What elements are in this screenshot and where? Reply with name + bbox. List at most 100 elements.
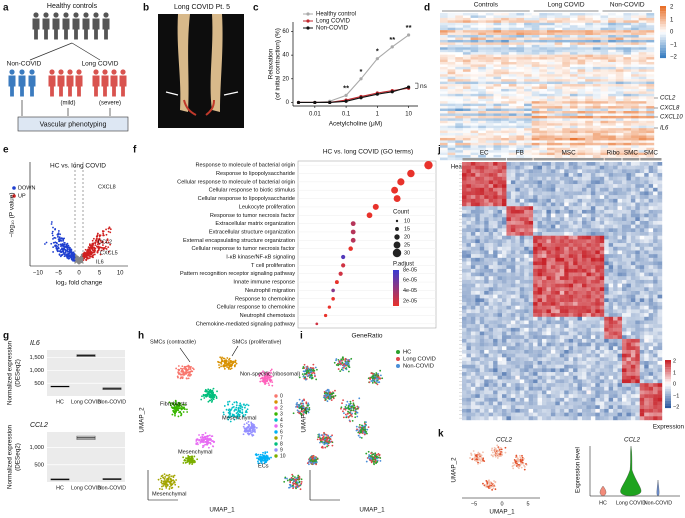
heat-cell xyxy=(448,91,456,94)
heat-cell xyxy=(440,136,448,139)
heat-cell xyxy=(608,25,616,28)
colorbar xyxy=(660,35,666,38)
heat-cell xyxy=(486,91,494,94)
heat-cell xyxy=(501,79,509,82)
heat-cell xyxy=(532,82,540,85)
heat-cell xyxy=(471,62,479,65)
heat-cell xyxy=(631,64,639,67)
heat-cell xyxy=(494,47,502,50)
heat-cell xyxy=(501,91,509,94)
heat-cell xyxy=(498,184,503,188)
heat-cell xyxy=(516,84,524,87)
term-label: Cellular response to lipopolysaccharide xyxy=(198,196,295,202)
cell-point xyxy=(340,358,342,360)
heat-cell xyxy=(646,79,654,82)
heat-cell xyxy=(593,109,601,112)
heat-cell xyxy=(471,91,479,94)
heat-cell xyxy=(595,180,600,184)
heat-cell xyxy=(463,79,471,82)
cell-point xyxy=(331,441,333,443)
cell-point xyxy=(227,401,229,403)
heat-cell xyxy=(524,177,529,181)
heat-cell xyxy=(593,145,601,148)
heat-cell xyxy=(595,173,600,177)
heat-cell xyxy=(478,145,486,148)
heat-cell xyxy=(478,101,486,104)
cell-point xyxy=(174,413,176,415)
heat-cell xyxy=(593,148,601,151)
cell-point xyxy=(249,428,251,430)
heat-cell xyxy=(440,77,448,80)
heat-cell xyxy=(613,177,618,181)
heat-cell xyxy=(560,169,565,173)
heat-cell xyxy=(547,57,555,60)
volcano-point xyxy=(90,253,92,255)
cell-point xyxy=(181,414,183,416)
heat-cell xyxy=(539,55,547,58)
heat-cell xyxy=(524,140,532,143)
heat-cell xyxy=(591,173,596,177)
heat-cell xyxy=(494,113,502,116)
dot xyxy=(341,255,345,259)
heat-cell xyxy=(509,35,517,38)
heat-cell xyxy=(455,30,463,33)
heat-cell xyxy=(593,40,601,43)
cell-point xyxy=(348,408,350,410)
heat-cell xyxy=(585,52,593,55)
heat-cell xyxy=(631,169,636,173)
heat-cell xyxy=(601,79,609,82)
heat-cell xyxy=(440,62,448,65)
cell-point xyxy=(205,432,207,434)
heat-cell xyxy=(455,15,463,18)
cell-point xyxy=(310,462,312,464)
heat-cell xyxy=(475,162,480,166)
heat-cell xyxy=(448,55,456,58)
heat-cell xyxy=(578,113,586,116)
cell-point xyxy=(228,366,230,368)
heat-cell xyxy=(471,64,479,67)
heat-cell xyxy=(524,79,532,82)
heat-cell xyxy=(631,133,639,136)
heat-cell xyxy=(463,121,471,124)
heat-cell xyxy=(471,162,476,166)
cell-point xyxy=(177,375,179,377)
heat-cell xyxy=(448,79,456,82)
heat-cell xyxy=(542,180,547,184)
heat-cell xyxy=(440,30,448,33)
heat-cell xyxy=(471,138,479,141)
heat-cell xyxy=(547,40,555,43)
heat-cell xyxy=(539,113,547,116)
heat-cell xyxy=(646,55,654,58)
cell-point xyxy=(205,438,207,440)
heat-cell xyxy=(494,150,502,153)
heat-cell xyxy=(639,128,647,131)
heat-cell xyxy=(471,84,479,87)
heat-cell xyxy=(585,67,593,70)
heat-cell xyxy=(463,143,471,146)
heat-cell xyxy=(585,62,593,65)
heat-cell xyxy=(466,177,471,181)
heat-cell xyxy=(486,82,494,85)
heat-cell xyxy=(608,94,616,97)
volcano-point xyxy=(92,246,94,248)
heat-cell xyxy=(463,104,471,107)
heat-cell xyxy=(578,77,586,80)
heat-cell xyxy=(455,140,463,143)
heat-cell xyxy=(608,143,616,146)
cell-point xyxy=(268,382,270,384)
cell-point xyxy=(330,438,332,440)
heat-cell xyxy=(440,109,448,112)
cell-point xyxy=(206,394,208,396)
heat-cell xyxy=(463,45,471,48)
heat-cell xyxy=(570,99,578,102)
heat-cell xyxy=(547,121,555,124)
legend-marker xyxy=(274,436,277,439)
heat-cell xyxy=(570,74,578,77)
legend-marker xyxy=(396,350,400,354)
heat-cell xyxy=(478,23,486,26)
cell-point xyxy=(172,475,174,477)
cell-point xyxy=(223,357,225,359)
heat-cell xyxy=(601,40,609,43)
cell-point xyxy=(198,434,200,436)
cell-point xyxy=(291,474,293,476)
